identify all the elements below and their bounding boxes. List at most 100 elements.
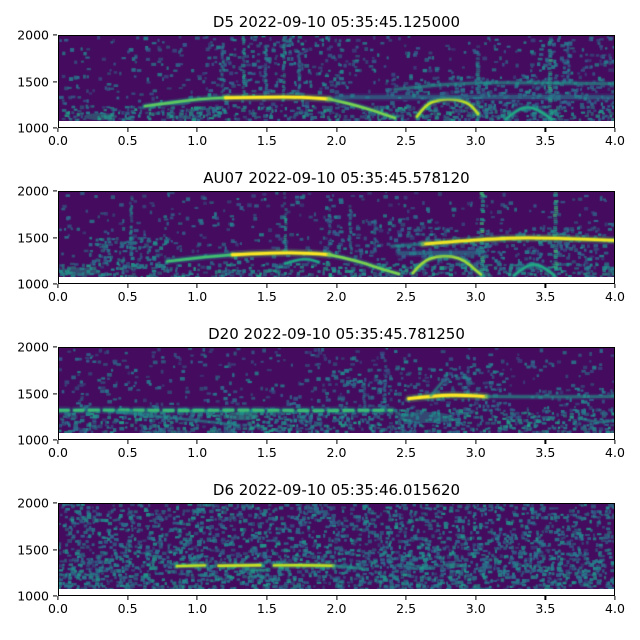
- spectrogram-image: [59, 36, 614, 121]
- x-tick-label: 1.0: [187, 289, 208, 304]
- y-tick-mark: [53, 283, 57, 285]
- x-tick-label: 2.0: [326, 601, 347, 616]
- x-tick-label: 4.0: [605, 445, 625, 460]
- x-tick-label: 2.5: [396, 601, 417, 616]
- x-tick-label: 3.0: [465, 133, 486, 148]
- x-tick-label: 1.5: [256, 133, 277, 148]
- x-tick-label: 3.0: [465, 445, 486, 460]
- x-tick-mark: [614, 440, 616, 444]
- y-tick-label: 1500: [17, 230, 49, 245]
- panel-title: D6 2022-09-10 05:35:46.015620: [212, 481, 461, 499]
- y-tick-mark: [53, 439, 57, 441]
- y-tick-mark: [53, 392, 57, 395]
- y-tick-label: 1500: [17, 74, 49, 89]
- plot-area: [58, 503, 615, 596]
- spectrogram-image: [59, 504, 614, 589]
- y-tick-label: 1000: [17, 432, 49, 448]
- x-tick-mark: [57, 128, 59, 132]
- plot-area: [58, 35, 615, 128]
- x-tick-mark: [475, 596, 477, 600]
- x-tick-mark: [405, 440, 407, 444]
- x-tick-mark: [405, 284, 407, 288]
- plot-area: [58, 191, 615, 284]
- x-tick-label: 1.0: [187, 133, 208, 148]
- x-tick-mark: [614, 284, 616, 288]
- x-tick-label: 0.5: [117, 601, 138, 616]
- x-tick-mark: [266, 440, 268, 444]
- x-tick-mark: [196, 596, 198, 600]
- y-tick-mark: [53, 127, 57, 129]
- x-tick-mark: [475, 128, 477, 132]
- y-tick-label: 1000: [17, 276, 49, 292]
- x-tick-mark: [335, 440, 338, 444]
- x-tick-mark: [544, 440, 546, 444]
- x-tick-label: 2.5: [396, 445, 417, 460]
- x-tick-label: 1.5: [256, 289, 277, 304]
- x-tick-label: 3.0: [465, 601, 486, 616]
- y-tick-mark: [53, 346, 57, 348]
- x-tick-label: 2.0: [326, 289, 347, 304]
- panel-title: D20 2022-09-10 05:35:45.781250: [208, 325, 465, 343]
- y-tick-mark: [53, 595, 57, 597]
- panel-title: D5 2022-09-10 05:35:45.125000: [212, 13, 461, 31]
- x-tick-mark: [127, 596, 129, 600]
- x-tick-mark: [266, 596, 268, 600]
- x-tick-mark: [405, 128, 407, 132]
- spectrogram-panel-d20: D20 2022-09-10 05:35:45.781250 1000 1500 2…: [17, 326, 625, 459]
- x-tick-label: 0.5: [117, 133, 138, 148]
- x-tick-label: 1.5: [256, 445, 277, 460]
- x-tick-label: 1.0: [187, 445, 208, 460]
- x-tick-mark: [196, 440, 198, 444]
- x-tick-mark: [127, 128, 129, 132]
- x-tick-label: 2.0: [326, 133, 347, 148]
- x-tick-mark: [475, 440, 477, 444]
- x-tick-label: 0.0: [48, 601, 68, 616]
- x-tick-mark: [544, 284, 546, 288]
- y-tick-mark: [53, 34, 57, 36]
- x-tick-mark: [196, 284, 198, 288]
- x-tick-mark: [127, 284, 129, 288]
- x-tick-mark: [335, 596, 338, 600]
- y-tick-mark: [53, 190, 57, 192]
- x-tick-label: 0.0: [48, 133, 68, 148]
- x-tick-label: 1.0: [187, 601, 208, 616]
- x-tick-label: 3.5: [535, 445, 556, 460]
- x-tick-mark: [475, 284, 477, 288]
- x-tick-mark: [266, 128, 268, 132]
- spectrogram-panel-d5: D5 2022-09-10 05:35:45.125000 1000 1500 20…: [17, 14, 625, 147]
- x-tick-label: 2.5: [396, 289, 417, 304]
- plot-area: [58, 347, 615, 440]
- x-tick-label: 4.0: [605, 601, 625, 616]
- x-tick-label: 2.5: [396, 133, 417, 148]
- x-tick-label: 4.0: [605, 289, 625, 304]
- y-tick-label: 1000: [17, 588, 49, 604]
- x-tick-mark: [196, 128, 198, 132]
- y-tick-mark: [53, 80, 57, 83]
- spectrogram-panel-d6: D6 2022-09-10 05:35:46.015620 1000 1500 20…: [17, 482, 625, 615]
- x-tick-mark: [335, 128, 338, 132]
- x-tick-mark: [544, 596, 546, 600]
- x-tick-label: 3.0: [465, 289, 486, 304]
- y-tick-label: 2000: [17, 183, 49, 199]
- x-tick-label: 3.5: [535, 289, 556, 304]
- x-tick-label: 0.5: [117, 289, 138, 304]
- x-tick-mark: [335, 284, 338, 288]
- x-tick-mark: [127, 440, 129, 444]
- x-tick-mark: [57, 596, 59, 600]
- y-tick-label: 2000: [17, 339, 49, 355]
- x-tick-label: 4.0: [605, 133, 625, 148]
- x-tick-mark: [614, 596, 616, 600]
- spectrogram-panel-au07: AU07 2022-09-10 05:35:45.578120 1000 1500…: [17, 170, 625, 303]
- x-tick-mark: [57, 440, 59, 444]
- x-tick-label: 2.0: [326, 445, 347, 460]
- x-tick-mark: [544, 128, 546, 132]
- x-tick-label: 0.5: [117, 445, 138, 460]
- x-tick-mark: [614, 128, 616, 132]
- y-tick-label: 1500: [17, 542, 49, 557]
- x-tick-mark: [266, 284, 268, 288]
- x-tick-label: 1.5: [256, 601, 277, 616]
- y-tick-mark: [53, 236, 57, 239]
- x-tick-mark: [57, 284, 59, 288]
- x-tick-label: 3.5: [535, 133, 556, 148]
